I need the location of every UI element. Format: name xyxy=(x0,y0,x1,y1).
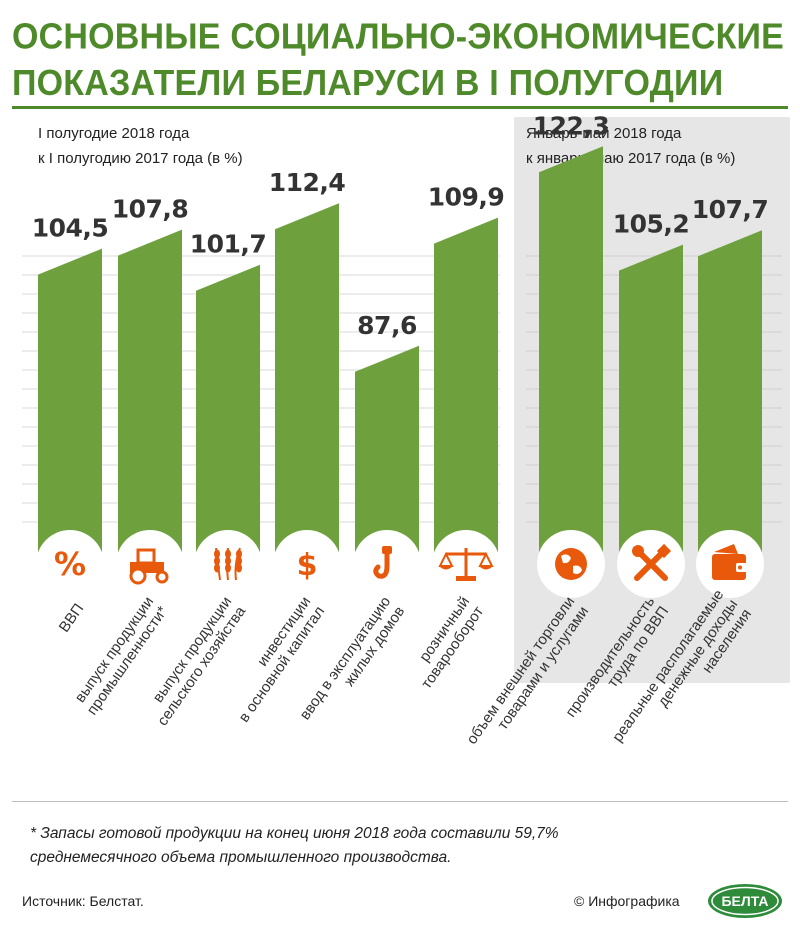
category-label: розничныйтоварооборот xyxy=(404,593,487,692)
belta-logo: БЕЛТА xyxy=(708,884,782,918)
svg-text:%: % xyxy=(54,545,86,583)
right-subtitle-line-1: Январь-май 2018 года xyxy=(526,125,682,142)
tractor-icon xyxy=(116,530,184,598)
tools-icon xyxy=(617,530,685,598)
bar xyxy=(539,146,603,562)
footnote: * Запасы готовой продукции на конец июня… xyxy=(30,822,559,870)
chart-bars xyxy=(38,146,762,562)
category-label: ВВП xyxy=(56,601,88,636)
left-subtitle-line-2: к I полугодию 2017 года (в %) xyxy=(38,150,243,167)
footnote-divider xyxy=(12,801,788,802)
bar xyxy=(196,264,260,562)
value-label: 104,5 xyxy=(32,214,109,243)
value-label: 101,7 xyxy=(190,230,267,259)
bar xyxy=(619,244,683,562)
globe-icon xyxy=(537,530,605,598)
value-label: 105,2 xyxy=(613,210,690,239)
wallet-icon xyxy=(696,530,764,598)
bar xyxy=(275,203,339,562)
bar xyxy=(434,217,498,562)
title-line-1: ОСНОВНЫЕ СОЦИАЛЬНО-ЭКОНОМИЧЕСКИЕ xyxy=(12,17,785,58)
scales-icon xyxy=(432,530,500,598)
footnote-line-1: * Запасы готовой продукции на конец июня… xyxy=(30,825,559,842)
chart-icons: % $ xyxy=(36,530,764,598)
svg-text:БЕЛТА: БЕЛТА xyxy=(721,893,768,909)
value-label: 107,8 xyxy=(112,195,189,224)
bar xyxy=(38,248,102,562)
credit-note: © Инфографика xyxy=(574,893,680,909)
bar xyxy=(118,229,182,562)
footnote-line-2: среднемесячного объема промышленного про… xyxy=(30,849,452,866)
left-group-subtitle: I полугодие 2018 года к I полугодию 2017… xyxy=(38,121,243,171)
svg-text:$: $ xyxy=(297,548,318,583)
percent-icon: % xyxy=(36,530,104,598)
value-label: 107,7 xyxy=(692,195,769,224)
title-divider xyxy=(12,106,788,109)
page-title: ОСНОВНЫЕ СОЦИАЛЬНО-ЭКОНОМИЧЕСКИЕ ПОКАЗАТ… xyxy=(12,14,792,106)
value-label: 122,3 xyxy=(533,111,610,140)
title-line-2: ПОКАЗАТЕЛИ БЕЛАРУСИ В I ПОЛУГОДИИ xyxy=(12,63,724,104)
bar xyxy=(698,230,762,562)
crane-hook-icon xyxy=(353,530,421,598)
value-label: 109,9 xyxy=(428,183,505,212)
value-label: 112,4 xyxy=(269,168,346,197)
dollar-icon: $ xyxy=(273,530,341,598)
left-subtitle-line-1: I полугодие 2018 года xyxy=(38,125,190,142)
wheat-icon xyxy=(194,530,262,598)
source-note: Источник: Белстат. xyxy=(22,893,144,909)
value-label: 87,6 xyxy=(357,311,417,340)
bar xyxy=(355,345,419,562)
